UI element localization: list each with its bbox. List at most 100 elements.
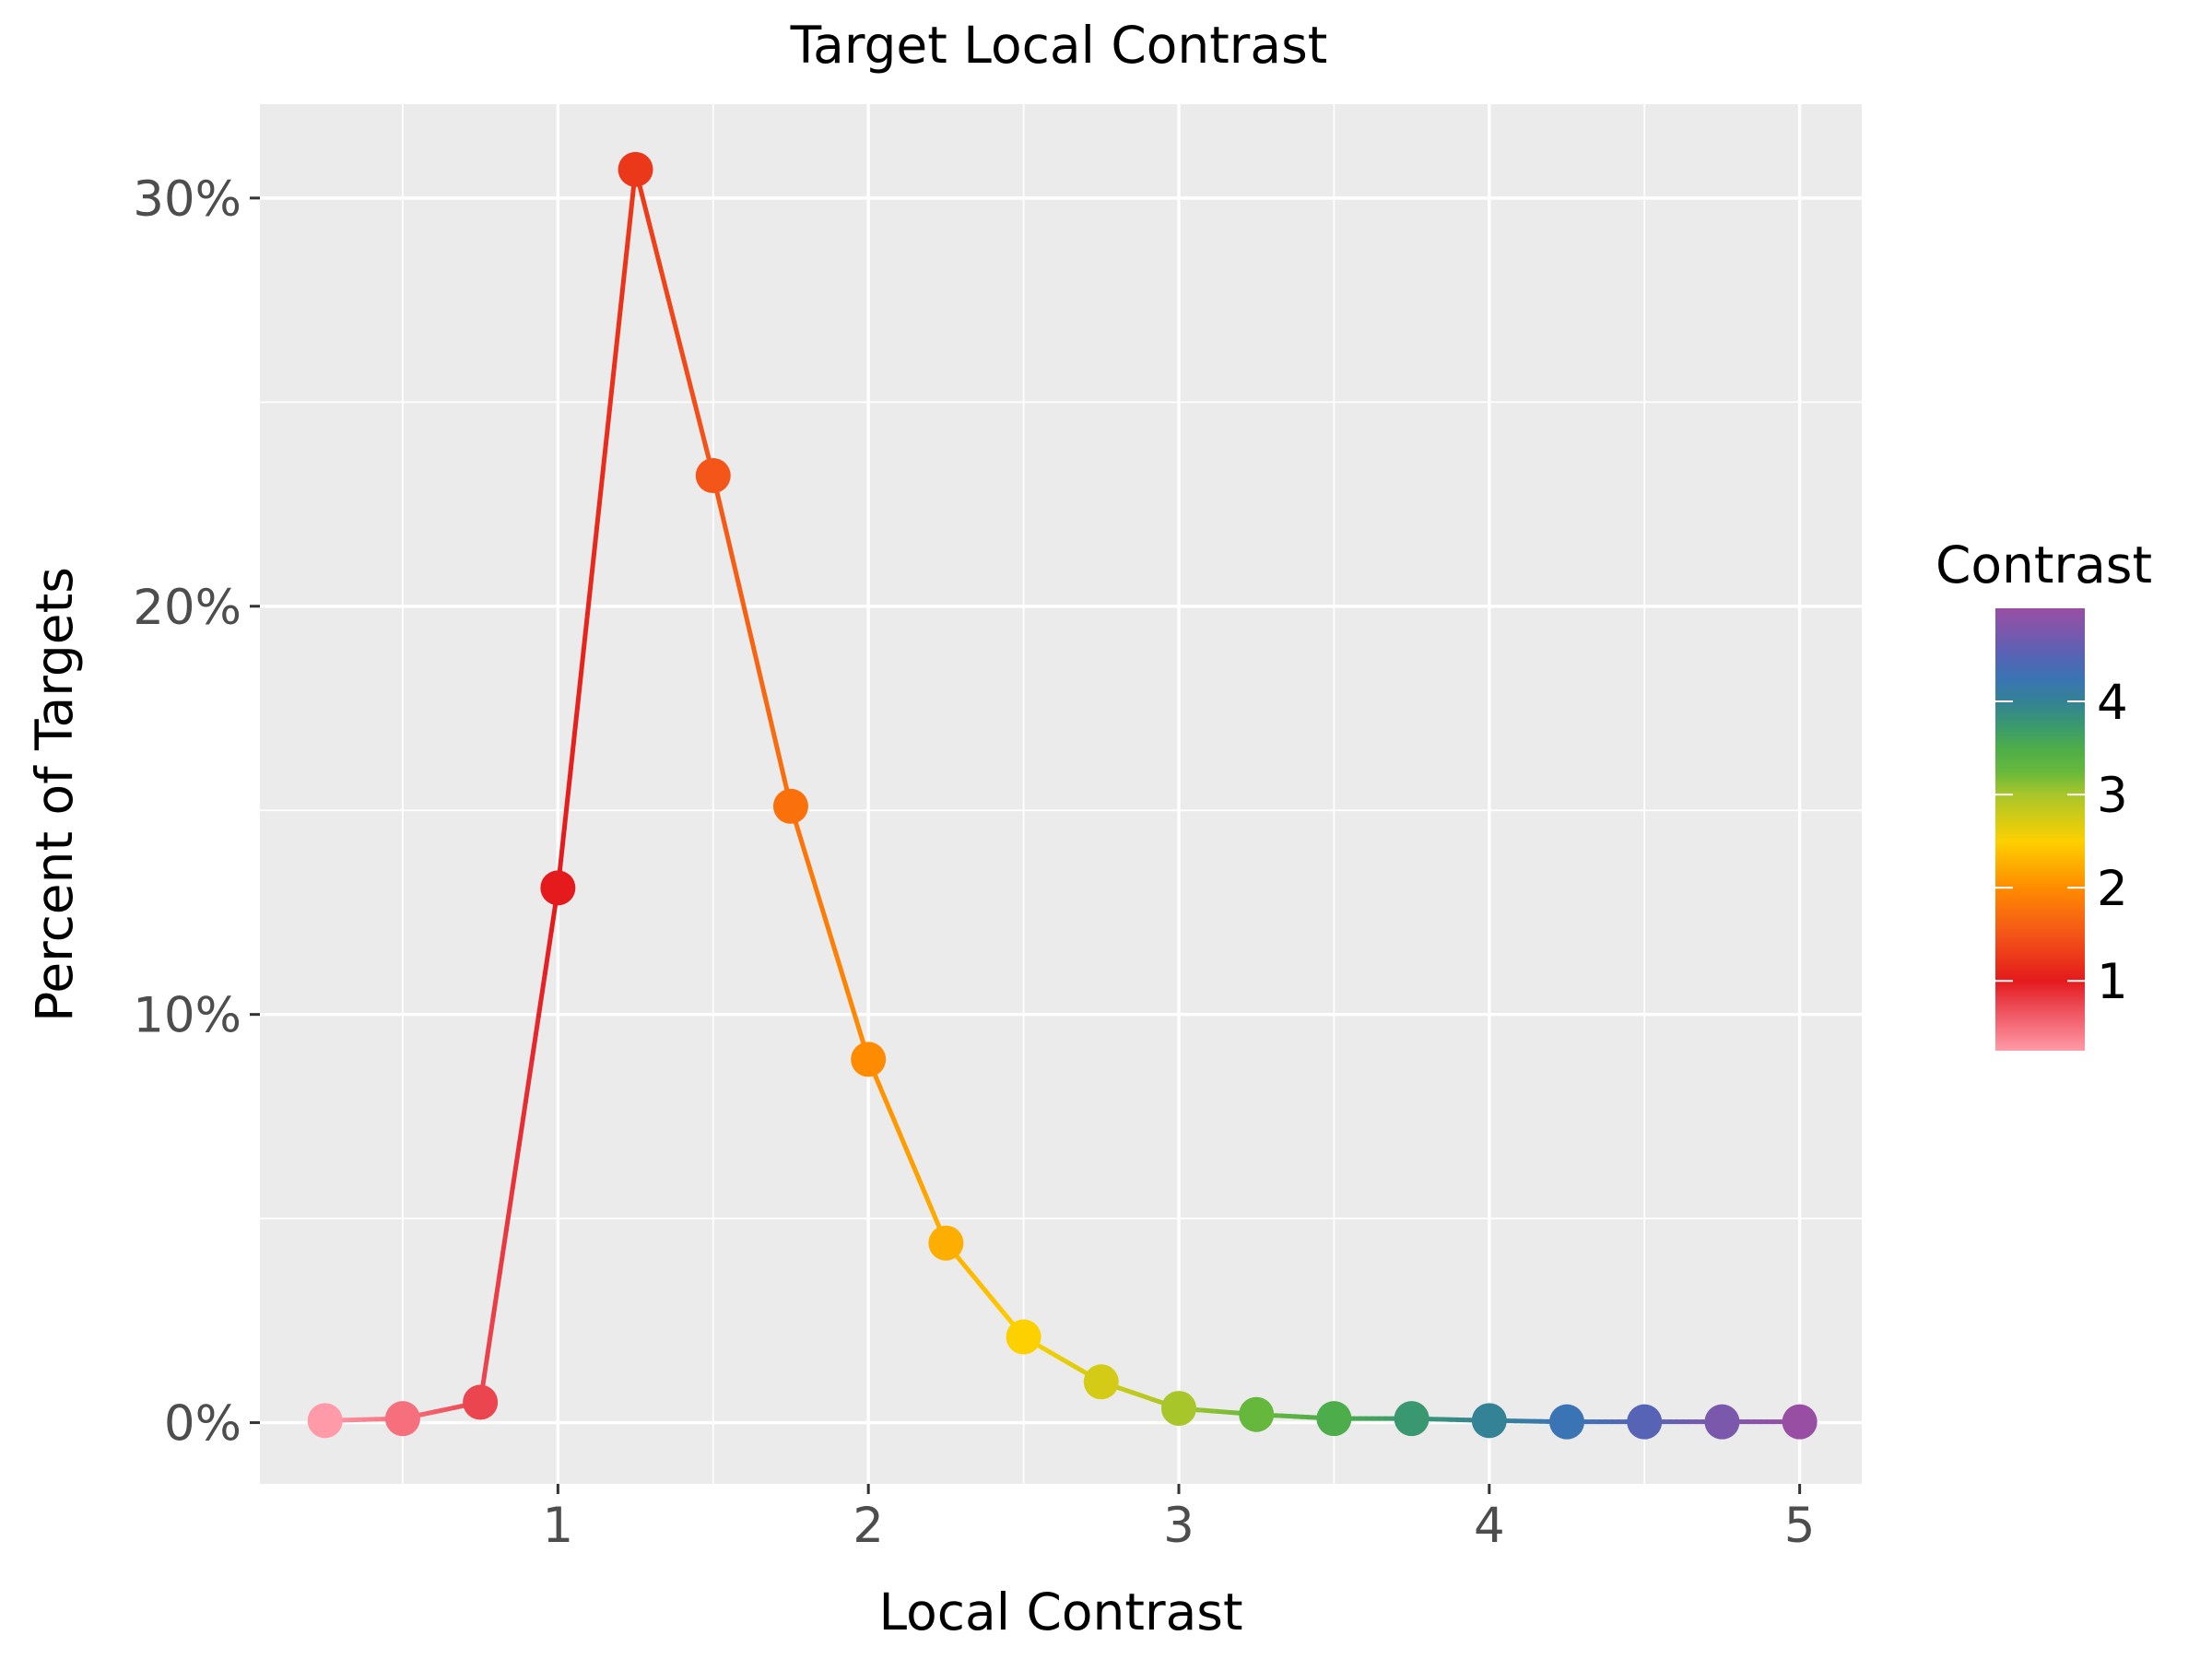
y-tick-label: 30% xyxy=(133,171,241,228)
series-line-segment xyxy=(775,748,787,782)
series-line-segment xyxy=(568,705,580,771)
series-line-segment xyxy=(730,556,742,589)
series-line-segment xyxy=(846,994,858,1020)
data-point xyxy=(1239,1396,1275,1432)
series-line-segment xyxy=(904,1148,916,1170)
data-point xyxy=(463,1384,499,1420)
data-point xyxy=(307,1403,343,1439)
series-line-segment xyxy=(614,287,626,352)
series-line-segment xyxy=(827,930,839,957)
series-line-segment xyxy=(523,1056,535,1105)
series-line-segment xyxy=(510,1142,522,1191)
y-tick-label: 0% xyxy=(164,1396,241,1453)
data-point xyxy=(540,870,576,906)
series-line-segment xyxy=(516,1100,528,1147)
data-point xyxy=(1083,1364,1119,1400)
series-line-segment xyxy=(678,346,690,376)
data-point xyxy=(1160,1391,1196,1427)
data-point xyxy=(695,458,731,494)
series-line-segment xyxy=(542,928,554,976)
y-axis-title: Percent of Targets xyxy=(25,567,84,1022)
series-line-segment xyxy=(769,721,781,754)
y-axis: 0% 10% 20% 30% xyxy=(133,171,260,1453)
plot-panel xyxy=(260,104,1862,1484)
grid xyxy=(260,104,1862,1484)
series-line-segment xyxy=(878,1088,890,1108)
data-point xyxy=(618,151,653,187)
series-line-segment xyxy=(529,1014,541,1062)
x-axis: 1 2 3 4 5 xyxy=(542,1484,1816,1554)
series-line-segment xyxy=(736,583,748,617)
series-line-segment xyxy=(574,646,586,711)
x-tick-label: 5 xyxy=(1784,1498,1816,1554)
data-point xyxy=(1627,1404,1663,1440)
series-line-segment xyxy=(749,638,761,671)
data-point xyxy=(1394,1401,1430,1437)
y-tick-label: 10% xyxy=(133,988,241,1044)
series-line-segment xyxy=(606,347,619,412)
series-line-segment xyxy=(620,227,632,292)
x-tick-label: 2 xyxy=(853,1498,884,1554)
x-tick-label: 1 xyxy=(542,1498,573,1554)
series-line-segment xyxy=(600,406,612,472)
series-line-segment xyxy=(484,1313,496,1362)
data-point xyxy=(851,1041,887,1077)
series-line-segment xyxy=(840,972,852,999)
data-point xyxy=(1471,1403,1507,1439)
legend-tick-label: 2 xyxy=(2097,861,2128,917)
legend-tick-label: 1 xyxy=(2097,954,2128,1010)
data-point xyxy=(1316,1401,1352,1437)
series-line-segment xyxy=(930,1209,942,1230)
x-tick-label: 3 xyxy=(1163,1498,1194,1554)
series-line-segment xyxy=(698,422,710,453)
data-point xyxy=(1006,1319,1041,1355)
series-line-segment xyxy=(594,466,606,532)
series-line-segment xyxy=(814,888,826,914)
series-line-segment xyxy=(853,1015,865,1041)
series-line-segment xyxy=(497,1228,509,1277)
series-line-segment xyxy=(762,693,774,726)
x-tick-label: 4 xyxy=(1474,1498,1505,1554)
series-line-segment xyxy=(917,1179,929,1200)
legend-colorbar xyxy=(1995,608,2085,1051)
series-line-segment xyxy=(717,500,729,534)
series-line-segment xyxy=(807,866,819,893)
series-line-segment xyxy=(924,1194,935,1215)
data-point xyxy=(1549,1404,1585,1440)
series-line-segment xyxy=(490,1271,502,1319)
series-line-segment xyxy=(685,371,697,402)
data-point xyxy=(1782,1404,1818,1440)
data-point xyxy=(1704,1404,1740,1440)
series-line-segment xyxy=(872,1072,884,1093)
chart-title: Target Local Contrast xyxy=(790,16,1328,75)
legend: Contrast 1 2 3 4 xyxy=(1936,535,2152,1051)
series-line-segment xyxy=(653,243,665,275)
series-line-segment xyxy=(898,1133,910,1154)
series-line-segment xyxy=(503,1185,515,1233)
series-points xyxy=(307,151,1818,1440)
series-line-segment xyxy=(535,971,547,1019)
series-line-segment xyxy=(665,294,677,325)
y-tick-label: 20% xyxy=(133,580,241,636)
legend-title: Contrast xyxy=(1936,535,2152,594)
series-line-segment xyxy=(587,526,599,592)
series-line-segment xyxy=(561,765,573,830)
legend-tick-label: 4 xyxy=(2097,675,2128,731)
series-line-segment xyxy=(891,1118,903,1138)
series-line-segment xyxy=(801,846,813,872)
series-line-segment xyxy=(724,528,735,561)
series-line-segment xyxy=(820,909,832,935)
legend-tick-label: 3 xyxy=(2097,768,2128,824)
series-line-segment xyxy=(691,396,703,428)
series-line-segment xyxy=(833,951,845,978)
series-line-segment xyxy=(646,218,658,249)
series-line-segment xyxy=(756,665,768,699)
series-line-segment xyxy=(743,611,755,643)
legend-ticks: 1 2 3 4 xyxy=(1995,675,2128,1010)
x-axis-title: Local Contrast xyxy=(878,1583,1242,1641)
series-line-segment xyxy=(640,193,652,223)
series-line-segment xyxy=(659,269,671,300)
series-line-segment xyxy=(672,320,684,351)
data-point xyxy=(384,1401,420,1437)
